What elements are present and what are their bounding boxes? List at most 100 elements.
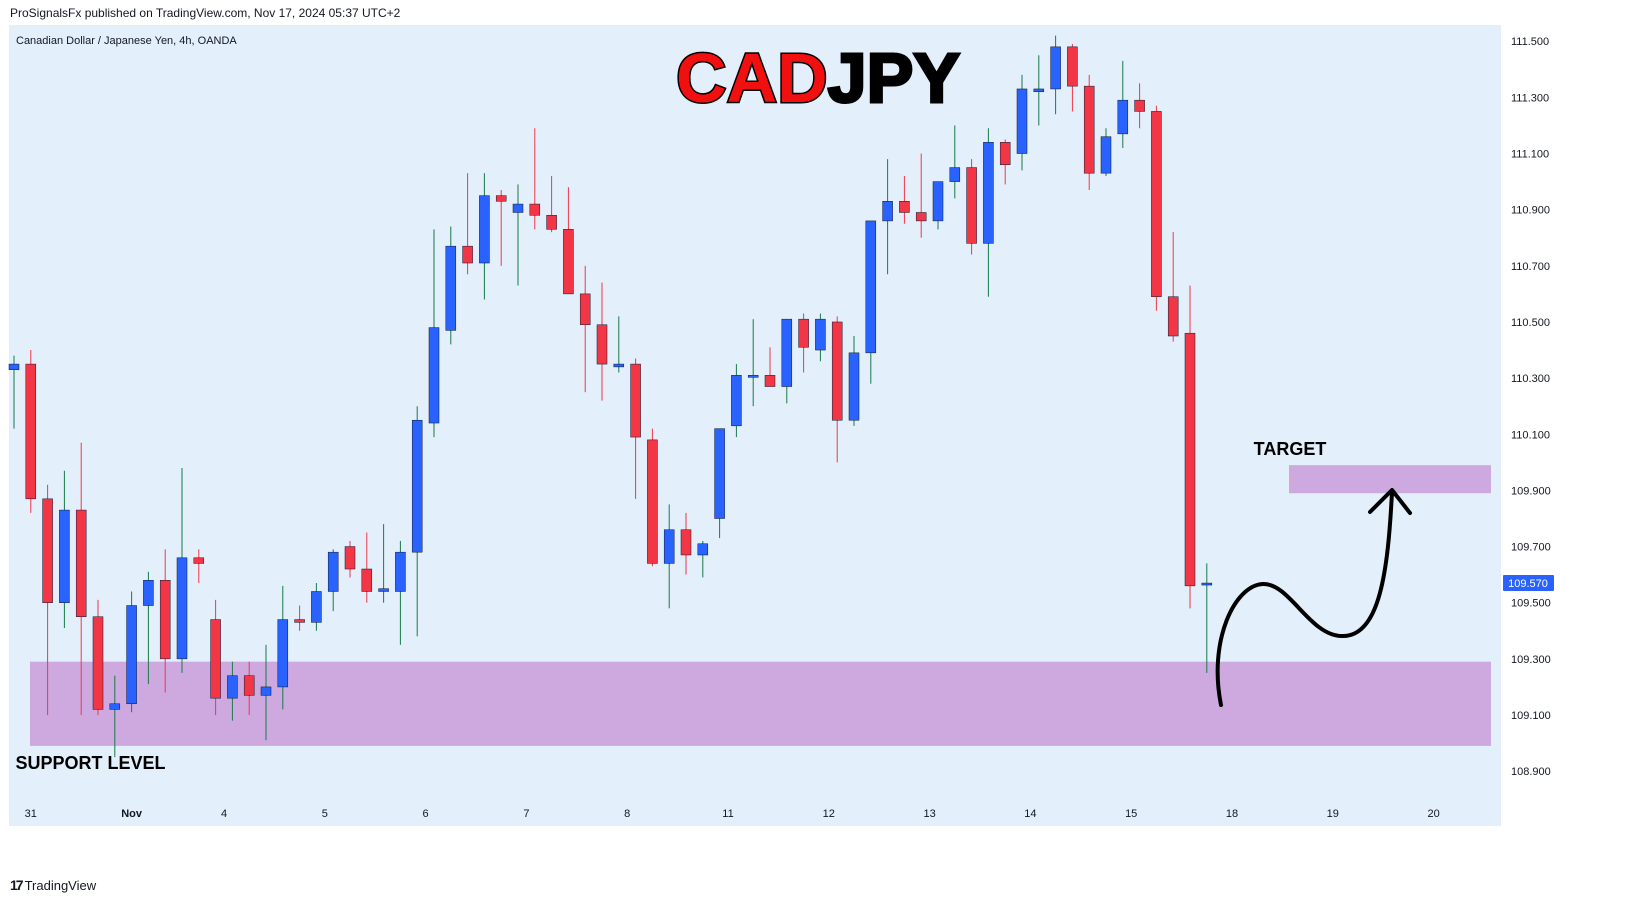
candle-body xyxy=(1050,46,1061,90)
candle-body xyxy=(1184,332,1196,587)
candle-body xyxy=(243,675,255,696)
support-label: SUPPORT LEVEL xyxy=(15,753,165,773)
candle xyxy=(1033,55,1045,126)
candle xyxy=(563,187,574,295)
candle xyxy=(75,442,87,716)
x-tick-label: 18 xyxy=(1226,808,1238,820)
candle-body xyxy=(663,529,675,564)
candle-body xyxy=(1151,111,1162,297)
target-zone[interactable] xyxy=(1289,465,1491,494)
candle xyxy=(1067,44,1078,112)
x-tick-label: 20 xyxy=(1427,808,1439,820)
publish-attribution: ProSignalsFx published on TradingView.co… xyxy=(10,6,401,20)
candle-body xyxy=(462,245,473,264)
candle-body xyxy=(159,580,171,660)
candle xyxy=(1083,74,1095,191)
y-tick-label: 109.300 xyxy=(1511,654,1551,666)
candle xyxy=(1167,232,1179,342)
candle-body xyxy=(731,375,742,427)
candle xyxy=(798,313,809,373)
candle-body xyxy=(1134,99,1145,112)
candle-body xyxy=(193,557,205,564)
candle xyxy=(1134,83,1145,129)
candle xyxy=(42,484,53,716)
candle xyxy=(126,591,137,713)
candle xyxy=(294,605,305,631)
candle-body xyxy=(277,619,289,688)
candle xyxy=(210,599,221,716)
x-tick-label: 8 xyxy=(624,808,630,820)
candle-body xyxy=(1167,296,1179,337)
candle xyxy=(193,549,205,584)
time-axis: 31 Nov 4 5 6 7 8 11 12 13 14 15 18 19 20 xyxy=(25,808,1440,820)
candle xyxy=(949,125,961,199)
candle-body xyxy=(697,543,709,556)
candle-body xyxy=(260,686,272,696)
candle-body xyxy=(361,568,373,592)
candle xyxy=(378,524,389,603)
candle-body xyxy=(915,212,927,222)
candle xyxy=(445,226,457,345)
candle-body xyxy=(647,439,658,564)
candle-body xyxy=(92,616,104,710)
y-tick-label: 110.900 xyxy=(1511,205,1550,217)
candle-body xyxy=(327,551,339,592)
x-tick-label: 15 xyxy=(1125,808,1137,820)
candle-body xyxy=(1100,136,1112,174)
candle-body xyxy=(344,546,356,570)
candle xyxy=(277,585,289,710)
x-tick-label: 5 xyxy=(322,808,328,820)
candle-body xyxy=(479,195,490,264)
candle xyxy=(899,175,910,224)
candle xyxy=(243,661,255,716)
price-axis: 111.500 111.300 111.100 110.900 110.700 110.5… xyxy=(1503,36,1554,778)
candle-body xyxy=(848,352,860,421)
candle-body xyxy=(949,167,961,182)
title-part: CAD xyxy=(676,39,828,117)
title-part: JPY xyxy=(828,39,960,117)
candle xyxy=(781,318,793,404)
candle-body xyxy=(227,675,238,699)
candle-body xyxy=(1033,88,1045,93)
candle-body xyxy=(294,619,305,623)
candle-body xyxy=(8,363,20,370)
y-tick-label: 111.300 xyxy=(1511,92,1549,104)
candle-body xyxy=(815,318,826,351)
candle xyxy=(714,428,725,539)
candle-body xyxy=(546,215,557,230)
candle-body xyxy=(764,375,776,387)
y-tick-label: 110.500 xyxy=(1511,317,1550,329)
candle-body xyxy=(1016,88,1028,154)
candle xyxy=(176,467,188,673)
projection-arrow xyxy=(1215,488,1412,707)
candle-body xyxy=(882,201,893,222)
candle-body xyxy=(25,363,37,500)
support-zone[interactable] xyxy=(30,661,1491,746)
symbol-description: Canadian Dollar / Japanese Yen, 4h, OAND… xyxy=(16,35,237,47)
y-tick-label: 110.100 xyxy=(1511,429,1550,441)
target-label: TARGET xyxy=(1254,439,1327,459)
candle xyxy=(8,355,20,429)
candle xyxy=(512,184,524,286)
candle xyxy=(1151,105,1162,311)
arrow-head-icon xyxy=(1368,488,1412,515)
candle-body xyxy=(59,509,70,603)
candle-body xyxy=(831,321,843,421)
candle xyxy=(411,406,423,637)
tradingview-logo[interactable]: 17 TradingView xyxy=(10,877,96,893)
y-tick-label: 110.700 xyxy=(1511,261,1550,273)
candle xyxy=(428,229,440,438)
projected-path-curve xyxy=(1215,490,1394,707)
candle-body xyxy=(983,142,994,244)
x-tick-label: 31 xyxy=(25,808,37,820)
candle xyxy=(764,347,776,387)
candle-body xyxy=(865,220,877,354)
candle-body xyxy=(126,605,137,705)
candle-body xyxy=(613,363,625,368)
candle xyxy=(311,583,322,631)
candle xyxy=(663,504,675,609)
candle xyxy=(596,282,608,401)
candle-body xyxy=(109,703,121,710)
candle-body xyxy=(630,363,641,438)
